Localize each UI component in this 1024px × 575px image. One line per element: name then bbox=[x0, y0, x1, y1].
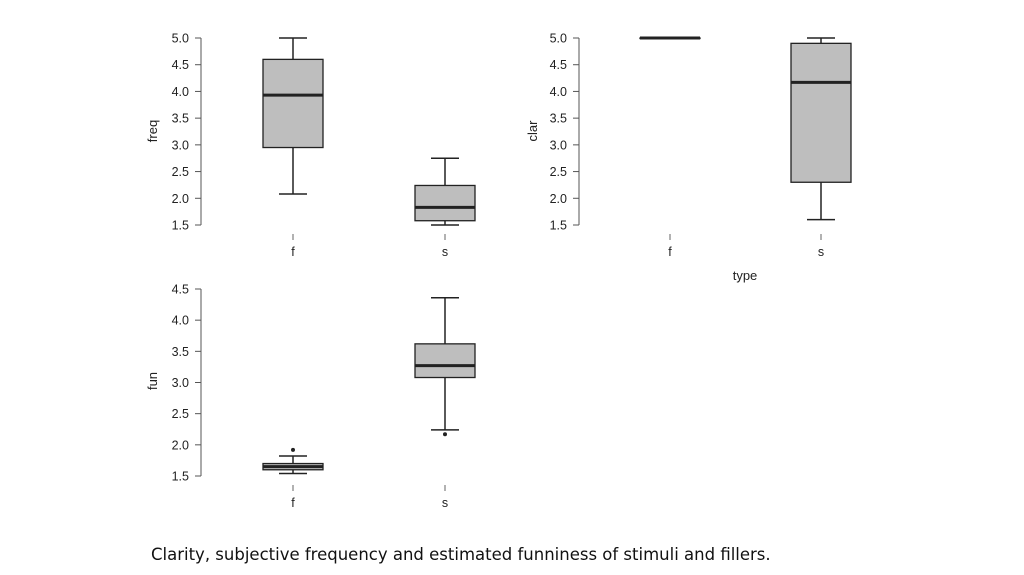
x-tick-label: s bbox=[442, 245, 448, 259]
outlier-point bbox=[291, 447, 295, 452]
y-tick-label: 2.0 bbox=[550, 192, 567, 206]
x-tick-label: f bbox=[291, 496, 295, 510]
y-tick-label: 2.5 bbox=[172, 407, 189, 421]
x-axis-label: type bbox=[733, 268, 758, 283]
box-s bbox=[790, 42, 852, 183]
y-axis-label: freq bbox=[145, 120, 160, 142]
y-tick-label: 2.0 bbox=[172, 192, 189, 206]
y-tick-label: 4.0 bbox=[172, 85, 189, 99]
y-tick-label: 4.0 bbox=[550, 85, 567, 99]
y-tick-label: 2.5 bbox=[172, 165, 189, 179]
y-tick-label: 3.5 bbox=[550, 112, 567, 126]
y-tick-label: 4.5 bbox=[172, 283, 189, 297]
y-tick-label: 1.5 bbox=[172, 219, 189, 233]
y-tick-label: 4.0 bbox=[172, 314, 189, 328]
box-s bbox=[414, 184, 476, 222]
x-tick-label: f bbox=[668, 245, 672, 259]
y-tick-label: 5.0 bbox=[172, 32, 189, 46]
y-axis-label: clar bbox=[525, 120, 540, 142]
y-tick-label: 4.5 bbox=[550, 58, 567, 72]
y-axis-label: fun bbox=[145, 372, 160, 390]
y-tick-label: 3.5 bbox=[172, 345, 189, 359]
y-tick-label: 2.0 bbox=[172, 438, 189, 452]
y-tick-label: 3.0 bbox=[172, 376, 189, 390]
x-tick-label: s bbox=[442, 496, 448, 510]
y-tick-label: 4.5 bbox=[172, 58, 189, 72]
box-s bbox=[414, 343, 476, 379]
y-tick-label: 3.0 bbox=[550, 138, 567, 152]
figure-caption: Clarity, subjective frequency and estima… bbox=[151, 545, 771, 564]
x-tick-label: s bbox=[818, 245, 824, 259]
y-tick-label: 5.0 bbox=[550, 32, 567, 46]
box-f bbox=[262, 58, 324, 149]
outlier-point bbox=[443, 432, 447, 437]
y-tick-label: 2.5 bbox=[550, 165, 567, 179]
x-tick-label: f bbox=[291, 245, 295, 259]
y-tick-label: 1.5 bbox=[550, 219, 567, 233]
y-tick-label: 3.5 bbox=[172, 112, 189, 126]
y-tick-label: 3.0 bbox=[172, 138, 189, 152]
y-tick-label: 1.5 bbox=[172, 470, 189, 484]
